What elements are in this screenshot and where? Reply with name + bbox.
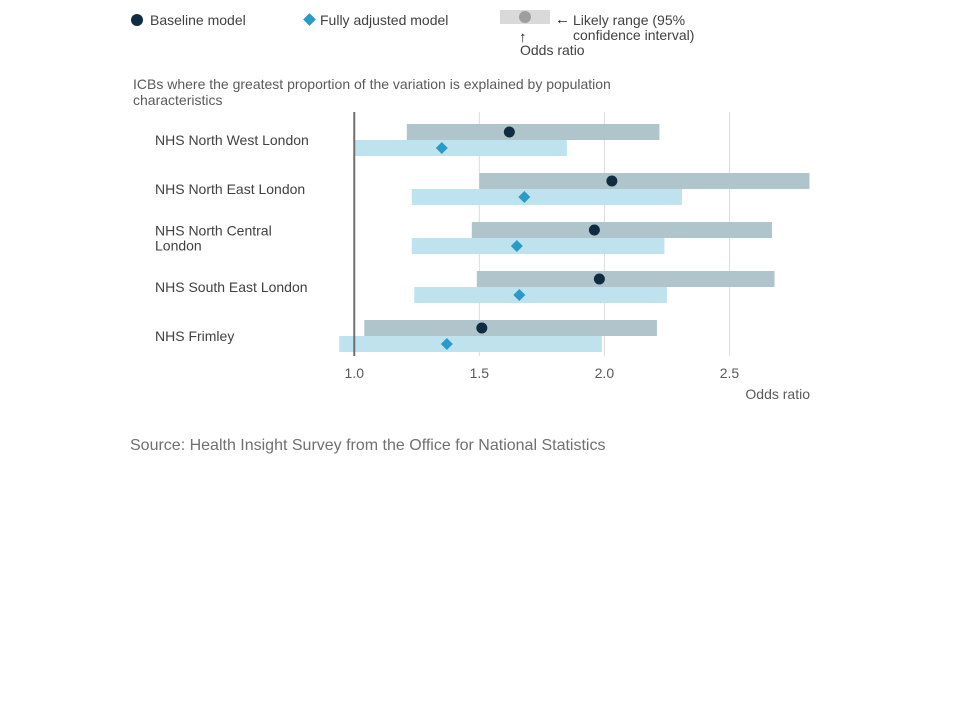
category-label: NHS North Central: [155, 223, 272, 239]
category-label: NHS North West London: [155, 132, 309, 148]
x-tick-label: 1.5: [470, 365, 490, 381]
baseline-legend-marker: [131, 14, 143, 26]
adjusted-ci-bar: [339, 336, 602, 352]
adjusted-ci-bar: [354, 140, 567, 156]
arrow-up-icon: ↑: [519, 29, 527, 46]
forest-plot: NHS North West London NHS North East Lond…: [155, 112, 810, 402]
baseline-point: [606, 175, 618, 187]
x-axis-title: Odds ratio: [745, 386, 810, 402]
adjusted-ci-bar: [411, 238, 665, 254]
baseline-legend-label: Baseline model: [150, 12, 246, 28]
baseline-point: [503, 126, 515, 138]
arrow-left-icon: ←: [555, 11, 570, 28]
adjusted-point: [510, 240, 523, 252]
baseline-ci-bar: [471, 222, 772, 238]
x-tick-label: 1.0: [345, 365, 365, 381]
x-tick-label: 2.0: [595, 365, 615, 381]
range-legend-label-line1: Likely range (95%: [573, 12, 686, 28]
baseline-ci-bar: [479, 173, 810, 189]
adjusted-legend-label: Fully adjusted model: [320, 12, 449, 28]
adjusted-ci-bar: [414, 287, 667, 303]
legend: Baseline model Fully adjusted model ← Li…: [0, 0, 960, 70]
category-label: NHS South East London: [155, 279, 308, 295]
adjusted-point: [513, 289, 526, 301]
odds-legend-marker: [519, 11, 531, 23]
baseline-ci-bar: [364, 320, 657, 336]
category-label: NHS Frimley: [155, 328, 234, 344]
baseline-ci-bar: [476, 271, 775, 287]
adjusted-ci-bar: [411, 189, 682, 205]
panel-title: ICBs where the greatest proportion of th…: [133, 76, 611, 108]
adjusted-point: [518, 191, 531, 203]
odds-legend-label: Odds ratio: [520, 42, 585, 58]
baseline-point: [593, 273, 605, 285]
source-note: Source: Health Insight Survey from the O…: [130, 437, 606, 454]
x-tick-label: 2.5: [720, 365, 740, 381]
range-legend-label-line2: confidence interval): [573, 27, 695, 43]
baseline-ci-bar: [406, 124, 660, 140]
category-label: NHS North East London: [155, 181, 305, 197]
adjusted-point: [435, 142, 448, 154]
baseline-point: [588, 224, 600, 236]
adjusted-point: [440, 338, 453, 350]
category-label: London: [155, 238, 202, 254]
baseline-point: [476, 322, 488, 334]
